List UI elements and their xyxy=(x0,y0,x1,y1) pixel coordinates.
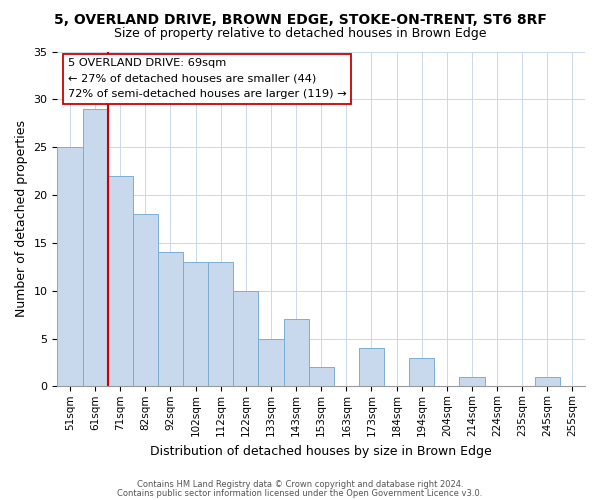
Bar xyxy=(83,109,107,386)
Bar xyxy=(133,214,158,386)
Text: Size of property relative to detached houses in Brown Edge: Size of property relative to detached ho… xyxy=(114,28,486,40)
Bar xyxy=(259,338,284,386)
Bar xyxy=(409,358,434,386)
Text: Contains HM Land Registry data © Crown copyright and database right 2024.: Contains HM Land Registry data © Crown c… xyxy=(137,480,463,489)
Bar xyxy=(208,262,233,386)
Text: Contains public sector information licensed under the Open Government Licence v3: Contains public sector information licen… xyxy=(118,488,482,498)
Bar xyxy=(535,377,560,386)
Y-axis label: Number of detached properties: Number of detached properties xyxy=(15,120,28,318)
Bar xyxy=(158,252,183,386)
X-axis label: Distribution of detached houses by size in Brown Edge: Distribution of detached houses by size … xyxy=(151,444,492,458)
Bar xyxy=(183,262,208,386)
Bar xyxy=(460,377,485,386)
Text: 5 OVERLAND DRIVE: 69sqm
← 27% of detached houses are smaller (44)
72% of semi-de: 5 OVERLAND DRIVE: 69sqm ← 27% of detache… xyxy=(68,58,347,100)
Bar xyxy=(284,320,308,386)
Text: 5, OVERLAND DRIVE, BROWN EDGE, STOKE-ON-TRENT, ST6 8RF: 5, OVERLAND DRIVE, BROWN EDGE, STOKE-ON-… xyxy=(53,12,547,26)
Bar xyxy=(107,176,133,386)
Bar xyxy=(233,290,259,386)
Bar xyxy=(58,147,83,386)
Bar xyxy=(359,348,384,387)
Bar xyxy=(308,368,334,386)
